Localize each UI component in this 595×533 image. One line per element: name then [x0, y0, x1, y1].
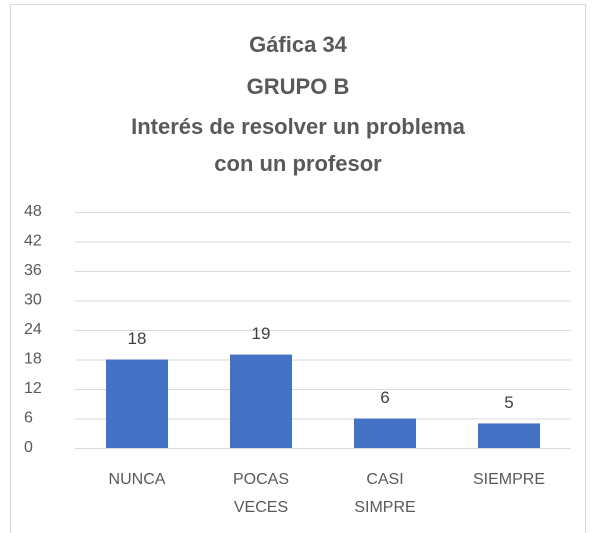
data-label: 5: [504, 393, 513, 412]
y-tick-label: 36: [24, 262, 42, 279]
x-tick-label: CASI SIMPRE: [354, 471, 415, 516]
data-label: 19: [252, 324, 271, 343]
y-tick-label: 0: [24, 439, 33, 456]
x-tick-label: NUNCA: [109, 471, 166, 488]
chart-title: Gáfica 34: [249, 32, 348, 57]
bar: [230, 354, 292, 448]
bar: [478, 423, 540, 448]
data-label: 18: [128, 329, 147, 348]
y-tick-label: 48: [24, 203, 42, 220]
chart-title: con un profesor: [214, 151, 382, 176]
y-tick-label: 30: [24, 292, 42, 309]
y-tick-label: 24: [24, 321, 42, 338]
y-tick-label: 12: [24, 380, 42, 397]
bar: [106, 359, 168, 448]
x-tick-label: POCAS VECES: [233, 471, 289, 516]
y-tick-label: 6: [24, 410, 33, 427]
chart-title: GRUPO B: [247, 74, 350, 99]
bar: [354, 418, 416, 448]
data-label: 6: [380, 388, 389, 407]
chart-title: Interés de resolver un problema: [131, 114, 466, 139]
y-tick-label: 42: [24, 233, 42, 250]
y-tick-label: 18: [24, 351, 42, 368]
x-tick-label: SIEMPRE: [473, 471, 545, 488]
